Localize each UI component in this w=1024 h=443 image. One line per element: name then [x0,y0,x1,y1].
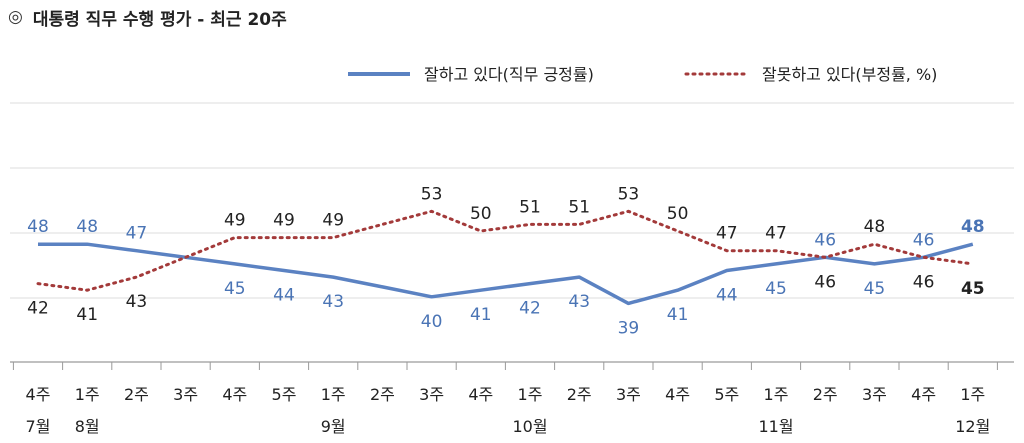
month-tick-label: 9월 [321,417,346,436]
disapprove-data-label: 49 [322,211,344,231]
approve-data-label: 46 [814,230,836,250]
legend: 잘하고 있다(직무 긍정률) 잘못하고 있다(부정률, %) [348,65,937,84]
disapprove-data-label: 49 [224,211,246,231]
week-tick-label: 5주 [714,385,739,404]
month-tick-label: 11월 [758,417,793,436]
week-tick-label: 3주 [419,385,444,404]
disapprove-data-label: 53 [618,184,640,204]
disapprove-series-line [36,209,975,292]
week-tick-label: 3주 [173,385,198,404]
week-tick-label: 4주 [468,385,493,404]
legend-disapprove-label: 잘못하고 있다(부정률, %) [762,65,937,84]
disapprove-data-label: 43 [126,292,148,312]
series-lines [36,209,975,306]
month-tick-label: 12월 [955,417,990,436]
chart-title: 대통령 직무 수행 평가 - 최근 20주 [32,9,287,30]
grid-lines [10,102,1014,363]
approve-data-label: 48 [27,217,49,237]
circle-dot-icon: ◎ [8,7,23,27]
week-tick-label: 2주 [370,385,395,404]
month-tick-label: 10월 [512,417,547,436]
week-tick-label: 2주 [813,385,838,404]
week-tick-label: 3주 [616,385,641,404]
x-axis: 4주 1주 2주 3주 4주 5주 1주 2주 3주 4주 1주 2주 3주 4주 5주 1주 2주 3주 4주 1주… [12,362,998,436]
legend-approve-label: 잘하고 있다(직무 긍정률) [424,65,594,84]
approve-series-line [38,242,974,306]
approve-data-label: 44 [273,285,295,305]
disapprove-data-label: 48 [864,217,886,237]
approve-data-label: 41 [470,305,492,325]
disapprove-data-label: 51 [568,197,590,217]
month-tick-label: 7월 [26,417,51,436]
disapprove-data-label: 50 [667,204,689,224]
approve-data-label: 44 [716,285,738,305]
approve-data-label: 47 [126,224,148,244]
disapprove-data-label: 47 [765,224,787,244]
week-tick-label: 1주 [764,385,789,404]
approve-data-label: 46 [913,230,935,250]
approve-data-label: 43 [322,292,344,312]
week-tick-label: 1주 [75,385,100,404]
disapprove-data-label: 46 [814,272,836,292]
approve-data-label: 43 [568,292,590,312]
disapprove-data-label: 47 [716,224,738,244]
disapprove-data-label: 49 [273,211,295,231]
week-tick-label: 1주 [321,385,346,404]
disapprove-data-label: 53 [421,184,443,204]
month-tick-label: 8월 [75,417,100,436]
disapprove-data-label: 42 [27,299,49,319]
disapprove-data-label: 46 [913,272,935,292]
disapprove-data-label: 50 [470,204,492,224]
approve-data-label: 48 [961,217,985,237]
week-tick-label: 1주 [518,385,543,404]
week-tick-label: 1주 [960,385,985,404]
week-tick-label: 2주 [124,385,149,404]
point-labels: 48 42 48 41 47 43 45 49 44 49 43 49 40 53 41 50 42 51 43 51… [27,184,984,338]
week-tick-label: 2주 [567,385,592,404]
approve-data-label: 40 [421,312,443,332]
disapprove-data-label: 41 [76,305,98,325]
approve-data-label: 45 [224,279,246,299]
week-tick-label: 4주 [222,385,247,404]
approve-data-label: 42 [519,299,541,319]
disapprove-data-label: 45 [961,279,985,299]
week-tick-label: 3주 [862,385,887,404]
approve-data-label: 48 [76,217,98,237]
chart-title-row: ◎ 대통령 직무 수행 평가 - 최근 20주 [8,4,287,30]
approve-data-label: 41 [667,305,689,325]
approve-data-label: 45 [765,279,787,299]
week-tick-label: 4주 [665,385,690,404]
week-tick-label: 4주 [26,385,51,404]
week-tick-label: 4주 [911,385,936,404]
approve-data-label: 45 [864,279,886,299]
week-tick-label: 5주 [272,385,297,404]
disapprove-data-label: 51 [519,197,541,217]
approve-data-label: 39 [618,318,640,338]
